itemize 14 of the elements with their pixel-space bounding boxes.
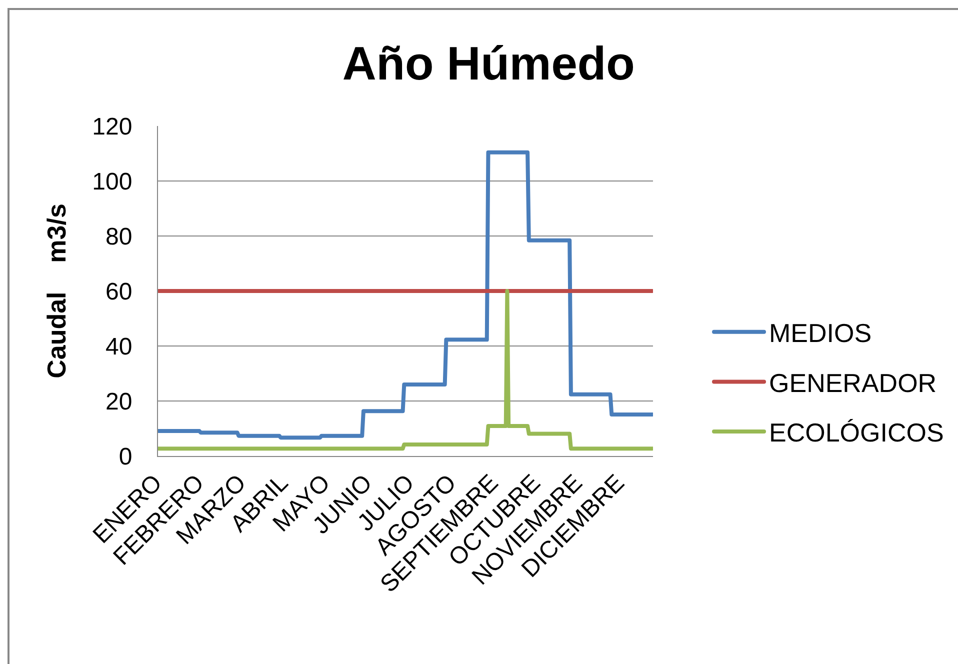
line-series <box>158 289 653 451</box>
legend-label: GENERADOR <box>769 368 937 398</box>
y-tick-label: 80 <box>105 223 132 250</box>
y-tick-label: 20 <box>105 388 132 416</box>
chart-title: Año Húmedo <box>342 36 635 90</box>
legend-label: MEDIOS <box>769 318 872 348</box>
y-tick-label: 0 <box>118 443 132 470</box>
y-tick-label: 60 <box>105 278 132 306</box>
legend-label: ECOLÓGICOS <box>769 418 944 448</box>
y-tick-label: 40 <box>105 333 132 360</box>
line-series <box>158 150 653 440</box>
y-tick-label: 120 <box>92 113 132 140</box>
y-axis-title: Caudal m3/s <box>42 204 72 378</box>
y-tick-label: 100 <box>92 168 132 196</box>
